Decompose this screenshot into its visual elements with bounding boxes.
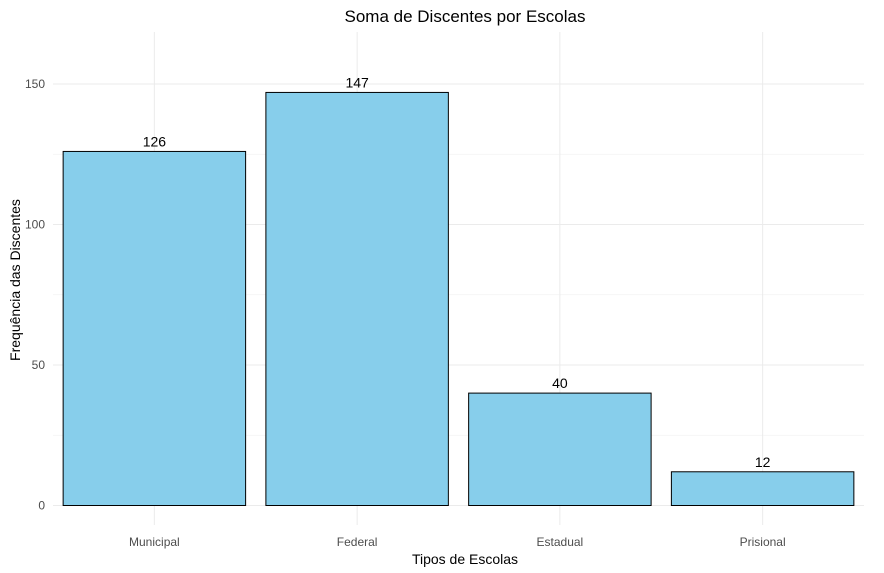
data-label-municipal: 126 [143,133,167,149]
data-label-prisional: 12 [755,454,771,470]
ticks-layer: Municipal Federal Estadual Prisional 0 50 100 1… [25,77,786,549]
chart-title: Soma de Discentes por Escolas [345,7,586,26]
bars-layer [62,91,855,507]
x-tick-label: Municipal [129,535,180,549]
data-label-estadual: 40 [552,375,568,391]
y-tick-label: 50 [32,358,46,372]
labels-layer: 126 147 40 12 [143,74,771,469]
bar-municipal [62,150,247,506]
bar-prisional [670,471,855,506]
y-axis-title: Frequência das Discentes [7,199,23,361]
y-tick-label: 150 [25,77,45,91]
bar-estadual [468,392,652,507]
bar-federal [265,91,449,507]
y-tick-label: 0 [38,499,45,513]
x-axis-title: Tipos de Escolas [412,551,518,567]
x-tick-label: Estadual [537,535,584,549]
data-label-federal: 147 [345,74,369,90]
x-tick-label: Federal [337,535,378,549]
y-tick-label: 100 [25,218,45,232]
x-tick-label: Prisional [740,535,786,549]
